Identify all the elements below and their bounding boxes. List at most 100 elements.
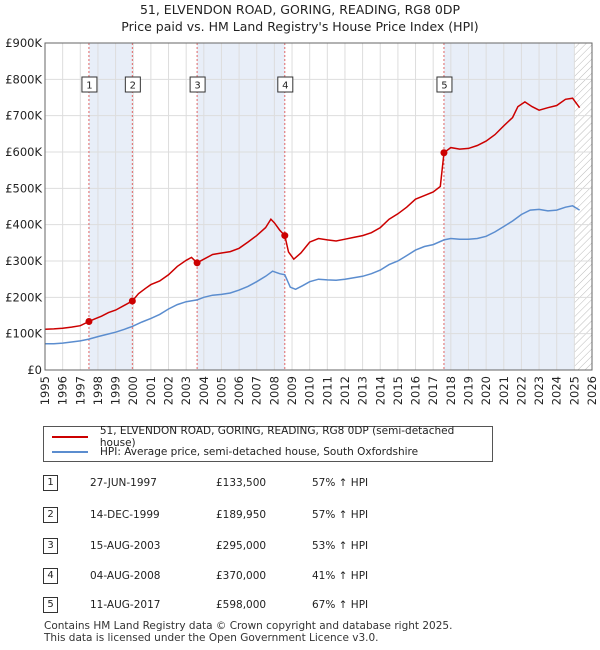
sale-date: 14-DEC-1999 <box>90 509 160 521</box>
hpi-line <box>44 205 580 345</box>
x-tick-label: 1996 <box>56 376 70 405</box>
sale-number-box <box>436 76 453 93</box>
legend-swatch-red <box>52 436 88 438</box>
x-tick-label: 2014 <box>373 376 387 405</box>
sale-row: 1 27-JUN-1997 £133,500 57% ↑ HPI <box>0 475 600 495</box>
x-tick-label: 2011 <box>320 376 334 405</box>
sale-number-label: 4 <box>282 81 288 92</box>
legend-item-price-paid: 51, ELVENDON ROAD, GORING, READING, RG8 … <box>52 425 492 449</box>
x-tick-label: 2008 <box>267 376 281 405</box>
sale-number-badge: 2 <box>43 507 58 523</box>
x-tick-label: 2002 <box>162 376 176 405</box>
x-tick-label: 2013 <box>356 376 370 405</box>
sale-number-badge: 5 <box>43 597 58 613</box>
x-tick-label: 1999 <box>109 376 123 405</box>
x-tick-label: 2006 <box>232 376 246 405</box>
sale-number-box <box>124 76 141 93</box>
footer-license: This data is licensed under the Open Gov… <box>44 632 379 644</box>
sale-point <box>193 259 201 267</box>
x-tick-label: 2020 <box>479 376 493 405</box>
x-tick-label: 2019 <box>461 376 475 405</box>
x-tick-label: 2024 <box>550 376 564 405</box>
sale-date: 27-JUN-1997 <box>90 477 157 489</box>
legend-label-hpi: HPI: Average price, semi-detached house,… <box>100 446 419 458</box>
sale-date: 04-AUG-2008 <box>90 570 161 582</box>
x-tick-label: 2017 <box>426 376 440 405</box>
y-tick-label: £400K <box>5 218 42 232</box>
x-tick-label: 2004 <box>197 376 211 405</box>
x-tick-label: 2000 <box>126 376 140 405</box>
sale-number-box <box>189 76 206 93</box>
sale-point <box>440 149 448 157</box>
sale-number-box <box>81 76 98 93</box>
sale-price: £295,000 <box>216 540 267 552</box>
sale-price: £189,950 <box>216 509 267 521</box>
ownership-period-shade <box>443 43 575 370</box>
sale-point <box>281 232 289 240</box>
price-chart: 1 2 3 4 5 £0 £100K £200K £300K £400K £500K £600K £7… <box>5 36 599 405</box>
ownership-period-shade <box>88 43 133 370</box>
x-tick-label: 2025 <box>567 376 581 405</box>
legend-item-hpi: HPI: Average price, semi-detached house,… <box>52 445 418 459</box>
y-tick-label: £500K <box>5 181 42 195</box>
sale-point <box>85 317 93 325</box>
x-tick-label: 2015 <box>391 376 405 405</box>
sale-number-badge: 1 <box>43 475 58 491</box>
sale-row: 4 04-AUG-2008 £370,000 41% ↑ HPI <box>0 568 600 588</box>
sale-hpi-change: 57% ↑ HPI <box>312 477 369 489</box>
x-tick-label: 1998 <box>91 376 105 405</box>
footer-copyright: Contains HM Land Registry data © Crown c… <box>44 620 453 632</box>
x-tick-label: 1995 <box>38 376 52 405</box>
sale-row: 5 11-AUG-2017 £598,000 67% ↑ HPI <box>0 597 600 617</box>
x-tick-label: 1997 <box>73 376 87 405</box>
x-tick-label: 2026 <box>585 376 599 405</box>
y-tick-label: £0 <box>27 363 42 377</box>
y-tick-label: £200K <box>5 290 42 304</box>
x-tick-label: 2018 <box>444 376 458 405</box>
x-tick-label: 2016 <box>409 376 423 405</box>
legend-label-price-paid: 51, ELVENDON ROAD, GORING, READING, RG8 … <box>99 425 455 449</box>
sale-price: £370,000 <box>216 570 267 582</box>
sale-hpi-change: 53% ↑ HPI <box>312 540 369 552</box>
sale-price: £133,500 <box>216 477 267 489</box>
sale-hpi-change: 57% ↑ HPI <box>312 509 369 521</box>
ownership-period-shade <box>197 43 285 370</box>
legend-swatch-blue <box>52 451 88 453</box>
sale-number-label: 1 <box>86 81 92 92</box>
y-tick-label: £300K <box>5 254 42 268</box>
x-tick-label: 2010 <box>303 376 317 405</box>
sale-date: 15-AUG-2003 <box>90 540 161 552</box>
x-tick-label: 2012 <box>338 376 352 405</box>
sale-number-badge: 4 <box>43 568 58 584</box>
price-paid-line <box>44 97 581 331</box>
sale-hpi-change: 41% ↑ HPI <box>312 570 369 582</box>
sale-number-label: 2 <box>130 81 136 92</box>
chart-title-line-2: Price paid vs. HM Land Registry's House … <box>121 19 479 34</box>
sale-number-label: 5 <box>441 81 447 92</box>
chart-legend: 51, ELVENDON ROAD, GORING, READING, RG8 … <box>43 425 493 462</box>
x-tick-label: 2023 <box>532 376 546 405</box>
sale-number-box <box>277 76 294 93</box>
x-tick-label: 2022 <box>514 376 528 405</box>
y-tick-label: £700K <box>5 109 42 123</box>
x-tick-label: 2001 <box>144 376 158 405</box>
sale-point <box>128 297 136 305</box>
y-tick-label: £800K <box>5 72 42 86</box>
x-tick-label: 2009 <box>285 376 299 405</box>
x-tick-label: 2003 <box>179 376 193 405</box>
sale-hpi-change: 67% ↑ HPI <box>312 599 369 611</box>
y-tick-label: £900K <box>5 36 42 50</box>
x-tick-label: 2007 <box>250 376 264 405</box>
y-tick-label: £600K <box>5 145 42 159</box>
sale-price: £598,000 <box>216 599 267 611</box>
plot-frame <box>44 42 593 371</box>
sale-number-label: 3 <box>194 81 200 92</box>
sale-number-badge: 3 <box>43 538 58 554</box>
sale-row: 3 15-AUG-2003 £295,000 53% ↑ HPI <box>0 538 600 558</box>
x-tick-label: 2005 <box>214 376 228 405</box>
sale-date: 11-AUG-2017 <box>90 599 161 611</box>
x-tick-label: 2021 <box>497 376 511 405</box>
chart-title-line-1: 51, ELVENDON ROAD, GORING, READING, RG8 … <box>139 2 461 17</box>
y-tick-label: £100K <box>5 327 42 341</box>
future-hatch <box>574 43 592 370</box>
